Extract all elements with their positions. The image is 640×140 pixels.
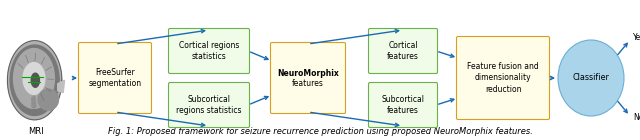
FancyBboxPatch shape xyxy=(369,82,438,128)
Text: Subcortical
features: Subcortical features xyxy=(381,95,424,115)
Text: Cortical regions
statistics: Cortical regions statistics xyxy=(179,41,239,61)
Text: Yes: Yes xyxy=(633,33,640,43)
Text: Fig. 1: Proposed framework for seizure recurrence prediction using proposed Neur: Fig. 1: Proposed framework for seizure r… xyxy=(108,127,532,136)
FancyBboxPatch shape xyxy=(79,43,152,114)
FancyBboxPatch shape xyxy=(271,43,346,114)
Text: Feature fusion and
dimensionality
reduction: Feature fusion and dimensionality reduct… xyxy=(467,62,539,94)
Text: Cortical
features: Cortical features xyxy=(387,41,419,61)
Text: NeuroMorphix: NeuroMorphix xyxy=(277,68,339,78)
Text: features: features xyxy=(292,79,324,88)
FancyBboxPatch shape xyxy=(369,29,438,74)
FancyBboxPatch shape xyxy=(168,29,250,74)
Text: FreeSurfer
segmentation: FreeSurfer segmentation xyxy=(88,68,141,88)
Text: Classifier: Classifier xyxy=(573,74,609,82)
Text: MRI: MRI xyxy=(28,128,44,136)
FancyBboxPatch shape xyxy=(456,37,550,120)
Text: Subcortical
regions statistics: Subcortical regions statistics xyxy=(176,95,242,115)
FancyBboxPatch shape xyxy=(168,82,250,128)
Text: No: No xyxy=(633,114,640,122)
Ellipse shape xyxy=(558,40,624,116)
